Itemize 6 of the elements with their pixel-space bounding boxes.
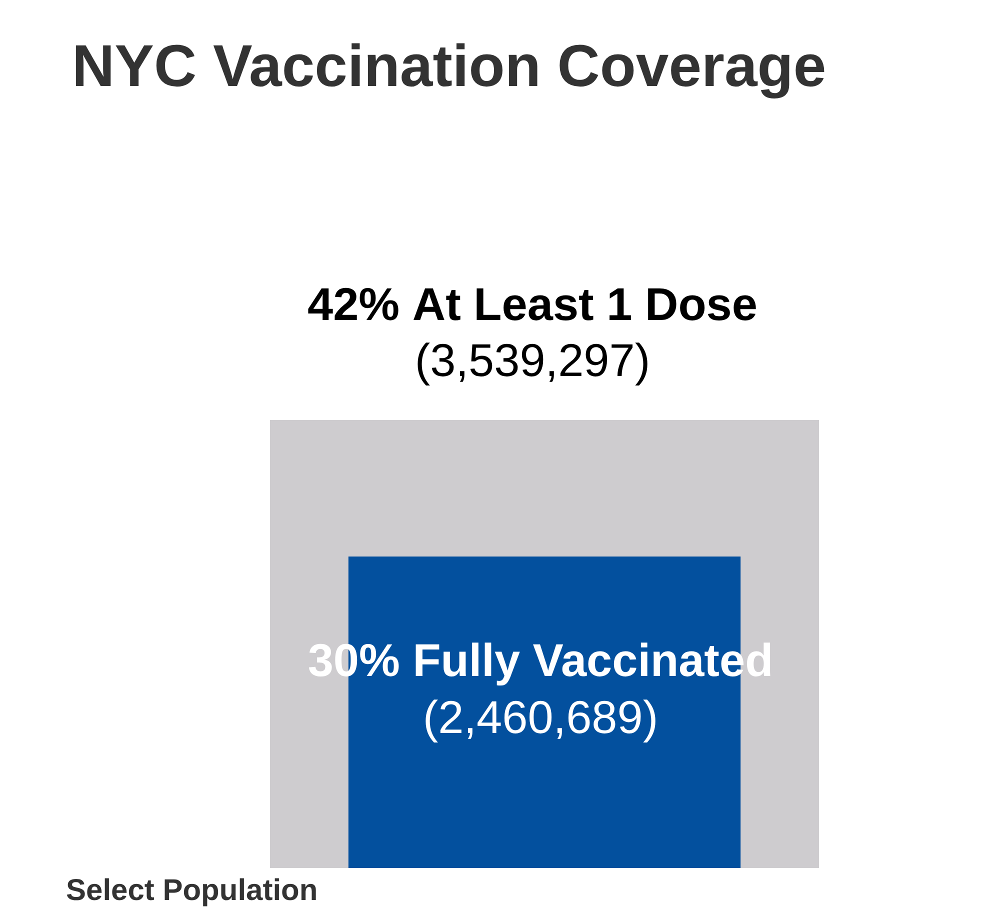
category-label: At Least 1 Dose [412, 278, 758, 330]
data-label: (2,460,689) [422, 691, 658, 743]
data-label: (3,539,297) [414, 334, 650, 386]
text: Select Population [66, 874, 318, 907]
data-label: 42% [308, 278, 400, 330]
text: NYC Vaccination Coverage [72, 33, 826, 99]
